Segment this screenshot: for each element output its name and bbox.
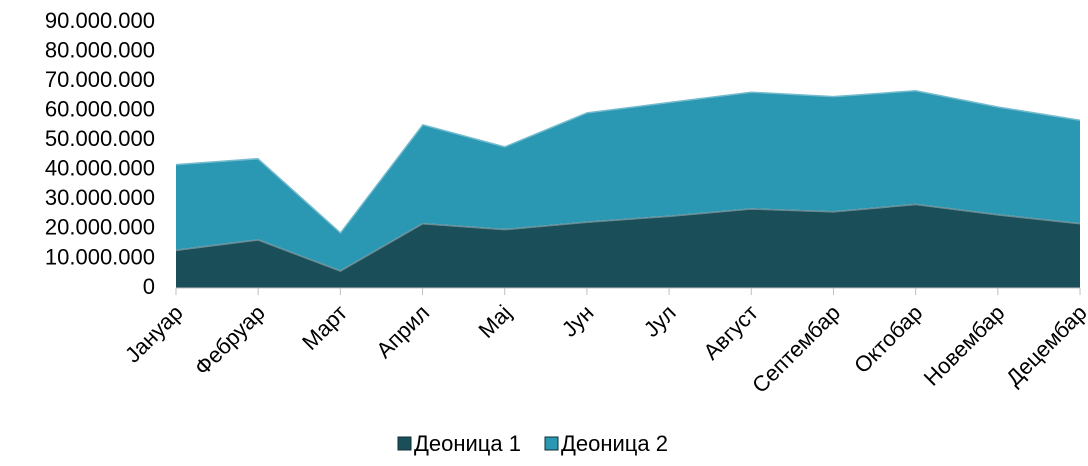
x-tick-label: Новембар	[919, 300, 1010, 391]
y-tick-label: 90.000.000	[45, 8, 155, 33]
x-tick-label: Септембар	[747, 300, 845, 398]
x-tick-label: Август	[698, 300, 763, 365]
x-tick-label: Мај	[473, 300, 516, 343]
area-edge	[175, 202, 1081, 272]
legend-label: Деоница 1	[414, 431, 521, 456]
x-tick-label: Фебруар	[190, 300, 270, 380]
x-tick-label: Јануар	[120, 300, 188, 368]
legend-swatch	[397, 436, 412, 451]
y-tick-label: 40.000.000	[45, 156, 155, 181]
x-tick-label: Јун	[557, 300, 599, 342]
y-tick-label: 20.000.000	[45, 215, 155, 240]
x-tick-label: Децембар	[1001, 300, 1088, 391]
y-tick-label: 70.000.000	[45, 67, 155, 92]
area-edge	[175, 88, 1081, 235]
x-tick-label: Октобар	[849, 300, 927, 378]
legend-swatch	[544, 436, 559, 451]
y-tick-label: 30.000.000	[45, 185, 155, 210]
area-fill	[176, 203, 1080, 288]
legend-label: Деоница 2	[561, 431, 668, 456]
y-tick-label: 10.000.000	[45, 244, 155, 269]
x-tick-label: Јул	[639, 300, 681, 342]
x-tick-label: Март	[297, 300, 352, 355]
area-fill	[176, 89, 1080, 271]
y-tick-label: 80.000.000	[45, 37, 155, 62]
y-tick-label: 50.000.000	[45, 126, 155, 151]
x-tick-label: Април	[371, 300, 434, 363]
y-tick-label: 60.000.000	[45, 96, 155, 121]
y-tick-label: 0	[143, 274, 155, 299]
